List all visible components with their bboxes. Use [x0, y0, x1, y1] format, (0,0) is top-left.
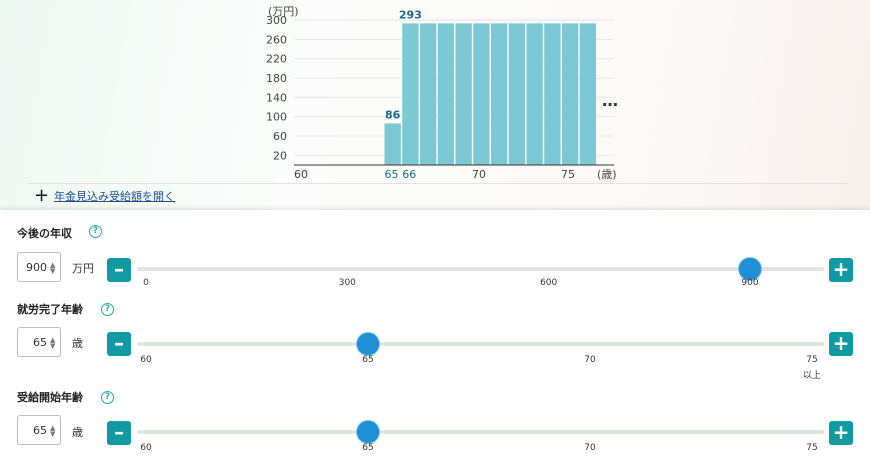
- bar: [526, 23, 543, 166]
- retirement-age-minus-button[interactable]: –: [107, 332, 131, 356]
- y-tick-label: 260: [266, 33, 287, 46]
- annual-income-input[interactable]: 900 ▲ ▼: [17, 252, 61, 282]
- bar: [508, 23, 526, 166]
- annual-income-slider-track[interactable]: [137, 267, 824, 271]
- y-tick-label: 180: [266, 72, 287, 85]
- retirement-age-value: 65: [33, 336, 47, 349]
- slider-tick-label: 300: [338, 278, 356, 288]
- pension-start-age-slider-knob[interactable]: [356, 420, 380, 444]
- spinner-icon[interactable]: ▲ ▼: [50, 336, 56, 350]
- slider-tick-label: 0: [143, 278, 149, 288]
- bar: [420, 23, 437, 166]
- bar: [455, 23, 472, 166]
- plus-icon: +: [34, 185, 50, 206]
- retirement-age-plus-button[interactable]: +: [829, 332, 853, 356]
- pension-start-age-value: 65: [33, 424, 47, 437]
- data-label: 293: [399, 8, 422, 21]
- slider-tick-label: 70: [584, 443, 596, 453]
- bar: [579, 23, 597, 166]
- bar: [384, 123, 401, 165]
- x-tick-label: 60: [294, 168, 308, 181]
- more-options-icon[interactable]: …: [602, 91, 618, 110]
- annual-income-slider-knob[interactable]: [738, 257, 762, 281]
- divider: [28, 183, 848, 184]
- retirement-age-unit: 歳: [72, 337, 83, 350]
- slider-tick-label: 70: [584, 355, 596, 365]
- x-tick-label: 65: [385, 168, 399, 181]
- retirement-age-title: 就労完了年齢: [17, 303, 83, 316]
- slider-tick-label: 900: [741, 278, 759, 288]
- y-tick-label: 220: [266, 53, 287, 66]
- pension-start-age-slider-track[interactable]: [137, 430, 824, 434]
- bar: [473, 23, 490, 166]
- retirement-age-input[interactable]: 65 ▲ ▼: [17, 327, 61, 357]
- y-tick-label: 20: [273, 149, 287, 162]
- x-tick-label: 70: [472, 168, 486, 181]
- slider-tick-label: 60: [140, 355, 152, 365]
- pension-start-age-input[interactable]: 65 ▲ ▼: [17, 415, 61, 445]
- help-icon[interactable]: ?: [101, 303, 114, 316]
- bar: [491, 23, 508, 166]
- bar: [402, 23, 419, 166]
- slider-tick-label: 75: [806, 355, 818, 365]
- annual-income-title: 今後の年収: [17, 227, 72, 240]
- settings-panel: 今後の年収 ? 900 ▲ ▼ 万円 – + 0 300 600 900 就労完了年齢 …: [0, 210, 870, 461]
- spinner-icon[interactable]: ▲ ▼: [50, 424, 56, 438]
- bar: [437, 23, 455, 166]
- y-tick-label: 60: [273, 130, 287, 143]
- pension-start-age-title: 受給開始年齢: [17, 391, 83, 404]
- help-icon[interactable]: ?: [101, 391, 114, 404]
- slider-tick-label: 65: [362, 355, 374, 365]
- pension-start-age-plus-button[interactable]: +: [829, 421, 853, 445]
- annual-income-value: 900: [26, 261, 47, 274]
- x-tick-label: 66: [402, 168, 416, 181]
- slider-tick-label: 60: [140, 443, 152, 453]
- annual-income-unit: 万円: [72, 262, 94, 275]
- spinner-icon[interactable]: ▲ ▼: [50, 261, 56, 275]
- x-axis-unit: (歳): [597, 168, 617, 181]
- slider-tick-label: 75: [806, 443, 818, 453]
- retirement-age-slider-knob[interactable]: [356, 332, 380, 356]
- open-pension-link-label[interactable]: 年金見込み受給額を開く: [54, 190, 175, 203]
- bar: [544, 23, 561, 166]
- slider-tick-label: 65: [362, 443, 374, 453]
- annual-income-minus-button[interactable]: –: [107, 258, 131, 282]
- help-icon[interactable]: ?: [89, 225, 102, 238]
- data-label: 86: [385, 108, 401, 121]
- y-tick-label: 300: [266, 14, 287, 27]
- slider-tick-label: 600: [540, 278, 558, 288]
- x-tick-label: 75: [561, 168, 575, 181]
- bar: [562, 23, 579, 166]
- retirement-age-slider-track[interactable]: [137, 342, 824, 346]
- tick-label-or-more: 以上: [802, 371, 822, 381]
- y-tick-label: 100: [266, 111, 287, 124]
- pension-start-age-minus-button[interactable]: –: [107, 421, 131, 445]
- pension-bar-chart: 20 60 100 140 180 220 260 300(万円) 86 293 60 65 66 70 7…: [266, 5, 617, 181]
- pension-start-age-unit: 歳: [72, 426, 83, 439]
- y-tick-label: 140: [266, 91, 287, 104]
- y-axis-unit: (万円): [268, 5, 299, 18]
- annual-income-plus-button[interactable]: +: [829, 258, 853, 282]
- open-pension-link[interactable]: + 年金見込み受給額を開く: [34, 187, 175, 205]
